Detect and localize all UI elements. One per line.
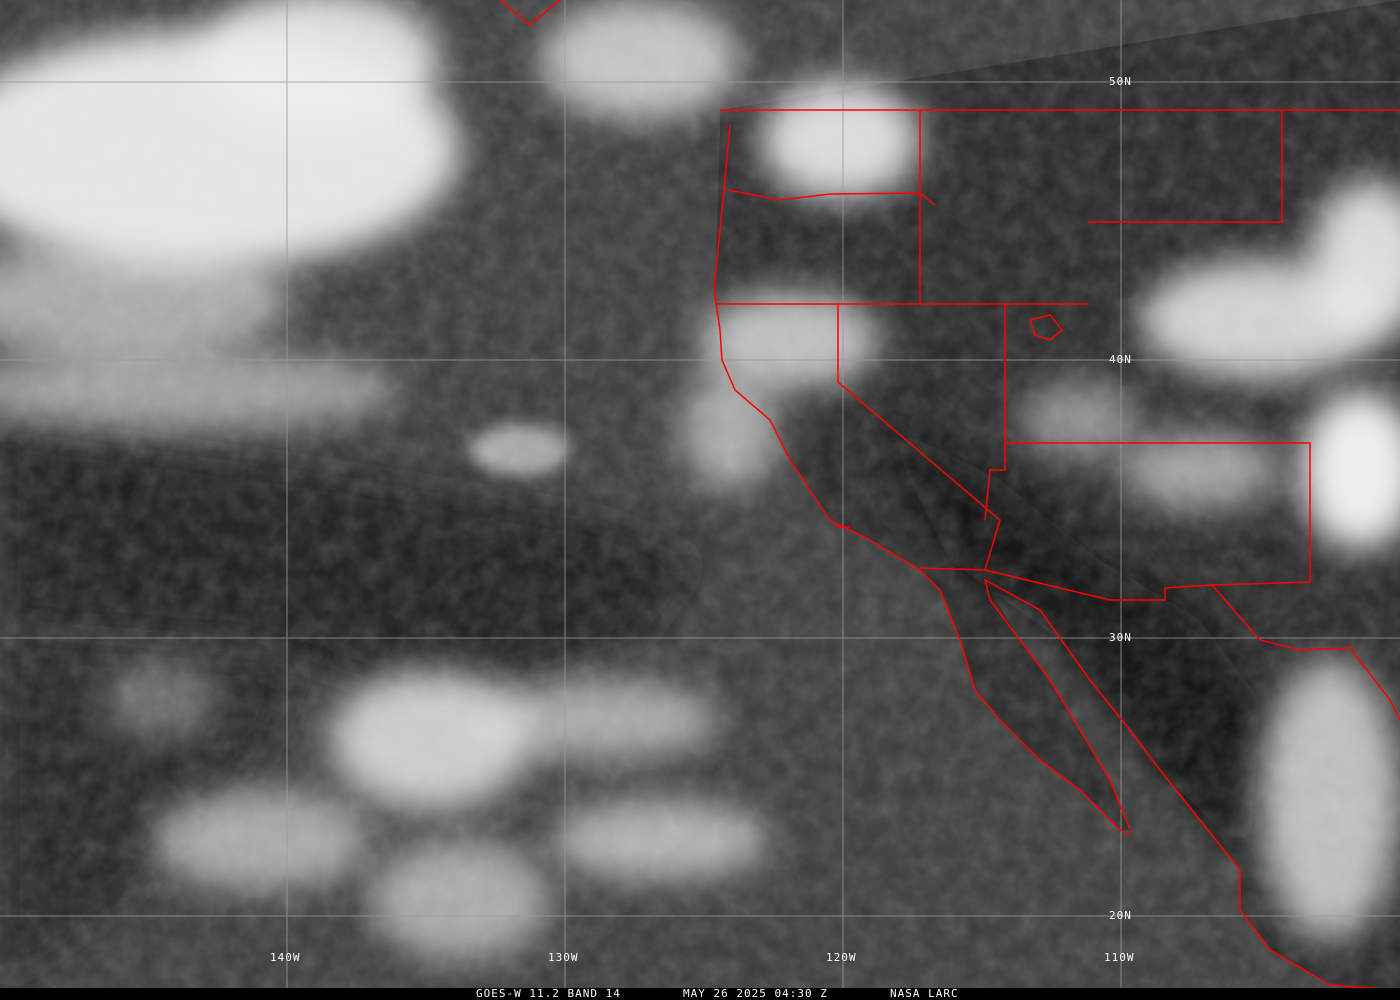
datetime-label: MAY 26 2025 04:30 Z — [683, 987, 828, 1000]
nv-ut-border — [984, 304, 1006, 521]
gulf-coast-mexico — [1259, 639, 1400, 721]
mexico-border — [1211, 584, 1261, 641]
lon-label-120w: 120W — [826, 951, 857, 964]
lat-label-40n: 40N — [1109, 353, 1132, 366]
lon-label-140w: 140W — [270, 951, 301, 964]
lon-label-110w: 110W — [1104, 951, 1135, 964]
wa-or-border — [727, 189, 936, 206]
cloud-layer — [0, 0, 1400, 960]
bc-coast — [499, 0, 561, 26]
lat-label-20n: 20N — [1109, 909, 1132, 922]
satellite-band-label: GOES-W 11.2 BAND 14 — [476, 987, 621, 1000]
lat-label-50n: 50N — [1109, 75, 1132, 88]
montana-border — [1088, 110, 1283, 223]
lon-label-130w: 130W — [548, 951, 579, 964]
four-corners — [919, 442, 1311, 601]
political-boundaries — [499, 0, 1400, 991]
great-salt-lake — [1029, 314, 1064, 341]
pacific-coastline — [713, 124, 1131, 836]
lat-label-30n: 30N — [1109, 631, 1132, 644]
nv-ca-border — [837, 304, 1001, 571]
gulf-of-california-coast — [983, 578, 1400, 991]
image-caption-bar: GOES-W 11.2 BAND 14 MAY 26 2025 04:30 Z … — [0, 988, 1400, 1000]
source-label: NASA LARC — [890, 987, 959, 1000]
